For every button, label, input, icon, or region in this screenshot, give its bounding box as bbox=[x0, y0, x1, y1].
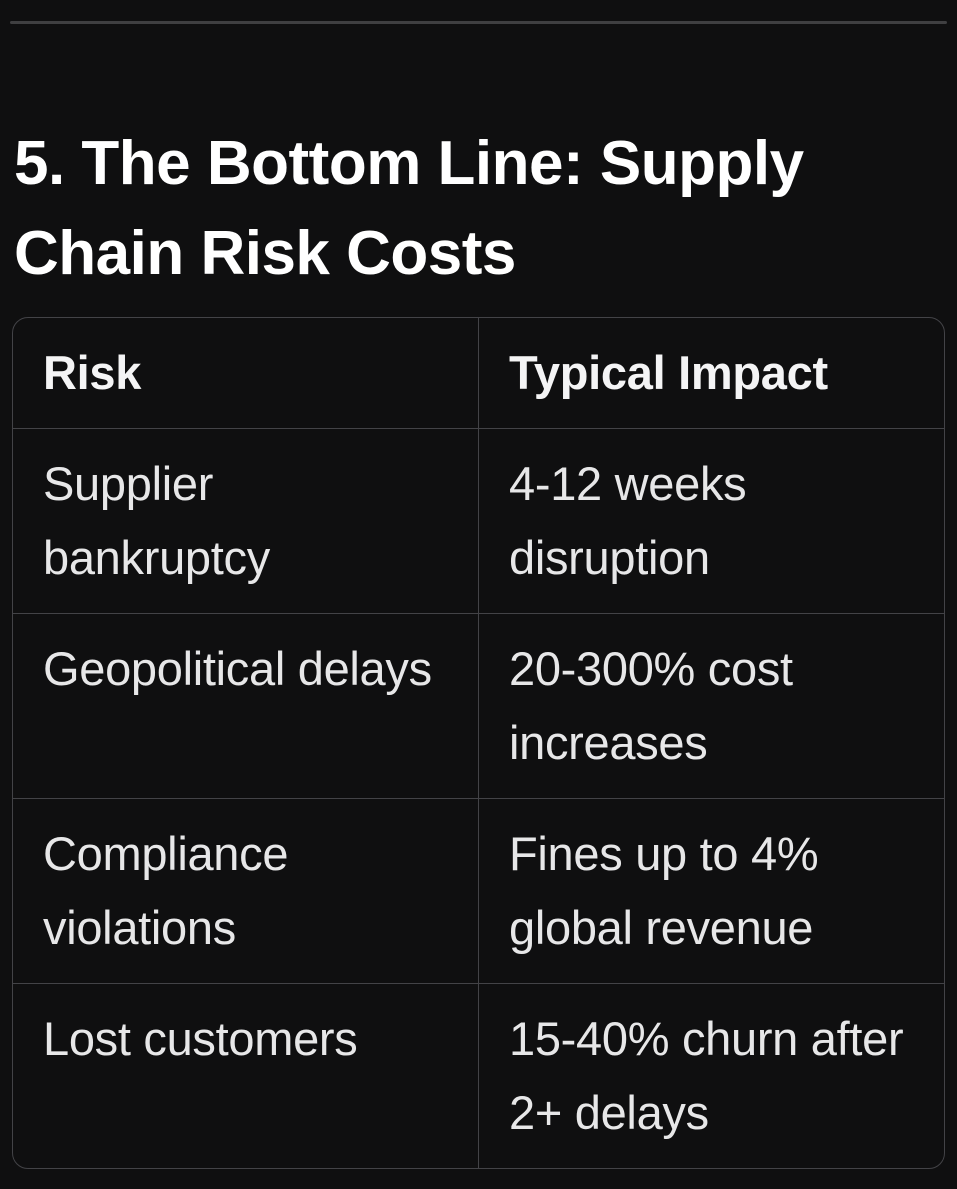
impact-cell: 20-300% cost increases bbox=[478, 613, 944, 799]
table-row: Lost customers 15-40% churn after 2+ del… bbox=[13, 983, 944, 1168]
risk-cell: Supplier bankruptcy bbox=[13, 428, 479, 614]
risk-cell: Compliance violations bbox=[13, 798, 479, 984]
table-row: Compliance violations Fines up to 4% glo… bbox=[13, 798, 944, 984]
table-row: Geopolitical delays 20-300% cost increas… bbox=[13, 613, 944, 799]
section-divider bbox=[10, 21, 947, 24]
risk-cell: Geopolitical delays bbox=[13, 613, 479, 799]
impact-cell: 15-40% churn after 2+ delays bbox=[478, 983, 944, 1168]
table-header-row: Risk Typical Impact bbox=[13, 318, 944, 429]
risk-cell: Lost customers bbox=[13, 983, 479, 1168]
impact-cell: 4-12 weeks disruption bbox=[478, 428, 944, 614]
column-header-typical-impact: Typical Impact bbox=[509, 346, 828, 399]
column-header-risk: Risk bbox=[13, 318, 479, 429]
risk-impact-table-container: Risk Typical Impact Supplier bankruptcy … bbox=[12, 317, 945, 1169]
section-heading: 5. The Bottom Line: Supply Chain Risk Co… bbox=[14, 129, 804, 289]
risk-impact-table: Risk Typical Impact Supplier bankruptcy … bbox=[13, 318, 944, 1168]
table-row: Supplier bankruptcy 4-12 weeks disruptio… bbox=[13, 428, 944, 614]
impact-cell: Fines up to 4% global revenue bbox=[478, 798, 944, 984]
